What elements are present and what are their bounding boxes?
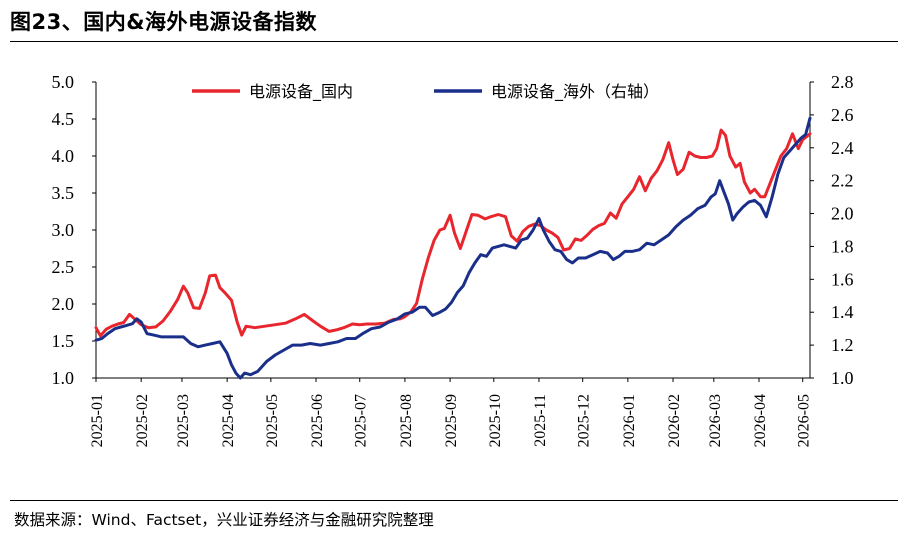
y-left-tick-label: 3.5 — [52, 183, 75, 203]
legend-label: 电源设备_海外（右轴） — [491, 82, 659, 102]
x-tick-label: 2025-08 — [398, 394, 415, 447]
x-tick-label: 2025-04 — [220, 394, 237, 447]
y-left-tick-label: 2.0 — [52, 294, 75, 314]
x-tick-label: 2025-10 — [487, 394, 504, 447]
y-right-tick-label: 2.6 — [831, 105, 854, 125]
title-divider — [10, 41, 898, 42]
y-right-tick-label: 2.4 — [831, 138, 854, 158]
x-tick-label: 2025-12 — [576, 394, 593, 447]
y-left-tick-label: 4.0 — [52, 146, 75, 166]
x-tick-label: 2026-02 — [666, 394, 683, 447]
chart-axes: 1.0 1.5 2.0 2.5 3.0 3.5 4.0 4.5 5.0 1.0 1.2 1.4 1.6 1… — [52, 72, 854, 447]
y-left-tick-label: 1.5 — [52, 331, 75, 351]
source-divider — [10, 500, 898, 501]
y-right-tick-label: 2.8 — [831, 72, 854, 92]
x-tick-label: 2025-07 — [353, 394, 370, 447]
y-right-tick-label: 2.2 — [831, 171, 854, 191]
y-right-tick-label: 1.6 — [831, 269, 854, 289]
y-left-tick-label: 1.0 — [52, 368, 75, 388]
y-right-tick-label: 1.4 — [831, 302, 854, 322]
x-tick-label: 2025-01 — [89, 394, 106, 447]
x-tick-label: 2026-01 — [621, 394, 638, 447]
series-line-overseas — [94, 116, 812, 380]
x-tick-label: 2025-09 — [443, 394, 460, 447]
x-tick-label: 2026-03 — [707, 394, 724, 447]
source-note: 数据来源：Wind、Factset，兴业证券经济与金融研究院整理 — [14, 511, 434, 529]
chart-legend: 电源设备_国内 电源设备_海外（右轴） — [192, 82, 659, 102]
x-tick-label: 2025-11 — [532, 394, 549, 447]
x-tick-label: 2025-03 — [175, 394, 192, 447]
chart-series-lines — [94, 116, 812, 380]
x-tick-label: 2025-02 — [134, 394, 151, 447]
y-left-tick-label: 2.5 — [52, 257, 75, 277]
figure-title: 图23、国内&海外电源设备指数 — [10, 10, 318, 34]
y-left-tick-label: 3.0 — [52, 220, 75, 240]
y-right-tick-label: 1.0 — [831, 368, 854, 388]
y-left-tick-label: 5.0 — [52, 72, 75, 92]
y-right-tick-label: 1.2 — [831, 335, 854, 355]
legend-label: 电源设备_国内 — [249, 82, 353, 102]
x-tick-label: 2025-05 — [264, 394, 281, 447]
x-tick-label: 2026-04 — [752, 394, 769, 447]
y-left-tick-label: 4.5 — [52, 109, 75, 129]
dual-axis-line-chart: 1.0 1.5 2.0 2.5 3.0 3.5 4.0 4.5 5.0 1.0 1.2 1.4 1.6 1… — [52, 72, 854, 447]
x-tick-label: 2026-05 — [796, 394, 813, 447]
y-right-tick-label: 2.0 — [831, 204, 854, 224]
y-right-tick-label: 1.8 — [831, 236, 854, 256]
x-tick-label: 2025-06 — [309, 394, 326, 447]
series-line-domestic — [94, 128, 812, 338]
